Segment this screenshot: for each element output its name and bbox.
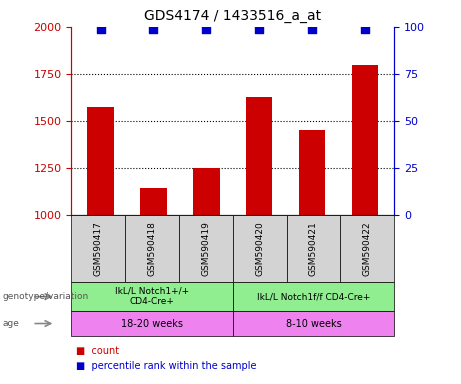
- Text: GSM590422: GSM590422: [363, 221, 372, 276]
- Text: ■  count: ■ count: [76, 346, 119, 356]
- Point: [308, 26, 316, 32]
- Text: ■  percentile rank within the sample: ■ percentile rank within the sample: [76, 361, 257, 371]
- Bar: [193, 168, 219, 215]
- Bar: [352, 65, 378, 215]
- Text: GSM590419: GSM590419: [201, 221, 210, 276]
- Bar: [299, 131, 325, 215]
- Text: genotype/variation: genotype/variation: [2, 292, 89, 301]
- Point: [361, 26, 369, 32]
- Point: [97, 26, 104, 32]
- Point: [255, 26, 263, 32]
- Text: 18-20 weeks: 18-20 weeks: [121, 318, 183, 329]
- Bar: [140, 188, 167, 215]
- Point: [150, 26, 157, 32]
- Text: GSM590420: GSM590420: [255, 221, 264, 276]
- Text: age: age: [2, 319, 19, 328]
- Text: GSM590417: GSM590417: [94, 221, 103, 276]
- Text: GSM590421: GSM590421: [309, 221, 318, 276]
- Text: IkL/L Notch1f/f CD4-Cre+: IkL/L Notch1f/f CD4-Cre+: [257, 292, 370, 301]
- Title: GDS4174 / 1433516_a_at: GDS4174 / 1433516_a_at: [144, 9, 321, 23]
- Point: [203, 26, 210, 32]
- Text: IkL/L Notch1+/+
CD4-Cre+: IkL/L Notch1+/+ CD4-Cre+: [115, 287, 189, 306]
- Bar: [246, 98, 272, 215]
- Text: 8-10 weeks: 8-10 weeks: [286, 318, 341, 329]
- Text: GSM590418: GSM590418: [148, 221, 157, 276]
- Bar: [87, 107, 114, 215]
